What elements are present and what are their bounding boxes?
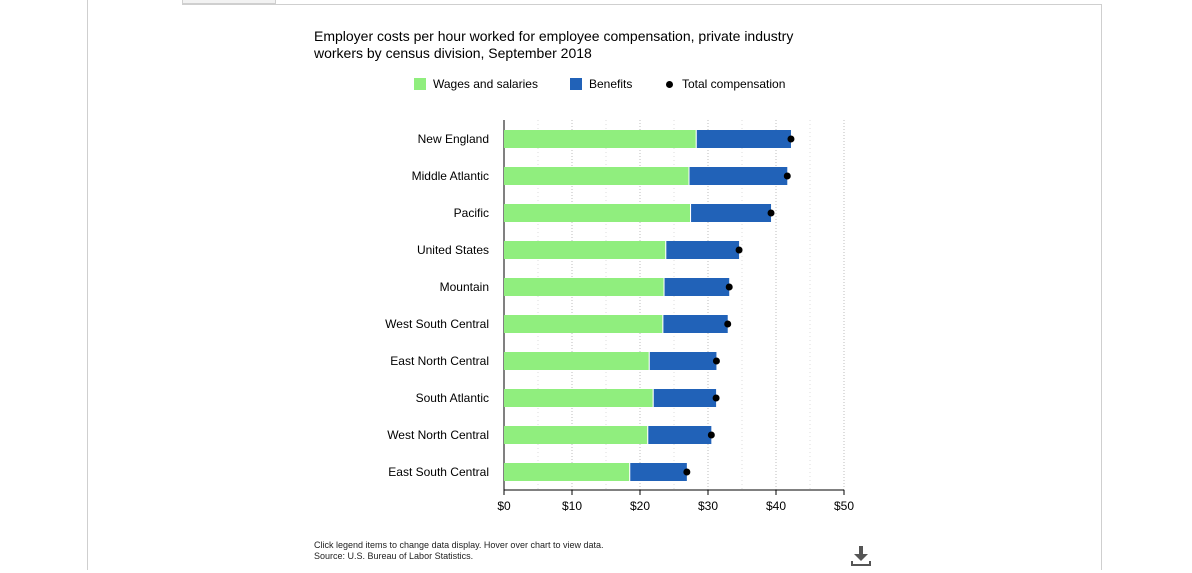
category-label: East South Central [388, 465, 489, 479]
bar-benefits[interactable] [666, 241, 740, 259]
category-label: West North Central [387, 428, 489, 442]
bar-wages[interactable] [504, 278, 664, 296]
download-icon-glyph [851, 546, 871, 566]
page-frame-top [182, 4, 1102, 5]
bar-wages[interactable] [504, 167, 689, 185]
bars [504, 130, 795, 481]
bar-benefits[interactable] [649, 352, 717, 370]
legend-marker-total [666, 80, 673, 88]
bar-wages[interactable] [504, 463, 630, 481]
footnote-source: Source: U.S. Bureau of Labor Statistics. [314, 551, 474, 561]
legend-label-benefits: Benefits [589, 77, 633, 91]
total-compensation-marker[interactable] [712, 394, 720, 402]
total-compensation-marker[interactable] [767, 209, 775, 217]
bar-wages[interactable] [504, 241, 666, 259]
total-compensation-marker[interactable] [724, 320, 732, 328]
legend-item-total[interactable]: Total compensation [666, 76, 785, 92]
x-tick-label: $50 [834, 499, 854, 513]
page-frame-left [87, 0, 88, 570]
download-icon[interactable] [849, 544, 873, 568]
category-label: United States [417, 243, 489, 257]
footnote-instructions: Click legend items to change data displa… [314, 540, 604, 550]
category-label: East North Central [390, 354, 489, 368]
category-label: Mountain [440, 280, 489, 294]
total-compensation-marker[interactable] [787, 135, 795, 143]
bar-wages[interactable] [504, 389, 653, 407]
legend-label-wages: Wages and salaries [433, 77, 538, 91]
bar-wages[interactable] [504, 315, 663, 333]
x-tick-label: $20 [630, 499, 650, 513]
x-tick-label: $10 [562, 499, 582, 513]
legend-swatch-benefits [570, 78, 582, 90]
legend-label-total: Total compensation [682, 77, 786, 91]
bar-benefits[interactable] [689, 167, 788, 185]
category-label: West South Central [385, 317, 489, 331]
legend-item-wages[interactable]: Wages and salaries [414, 76, 538, 92]
bar-wages[interactable] [504, 426, 648, 444]
category-labels: New England Middle Atlantic Pacific United … [385, 132, 489, 479]
bar-benefits[interactable] [664, 278, 730, 296]
chart-title: Employer costs per hour worked for emplo… [314, 28, 794, 61]
bar-benefits[interactable] [691, 204, 772, 222]
total-compensation-marker[interactable] [707, 431, 715, 439]
total-compensation-marker[interactable] [725, 283, 733, 291]
page-frame-right [1101, 4, 1102, 570]
bar-benefits[interactable] [663, 315, 728, 333]
total-compensation-marker[interactable] [783, 172, 791, 180]
category-label: South Atlantic [416, 391, 489, 405]
category-label: Pacific [454, 206, 489, 220]
bar-wages[interactable] [504, 204, 691, 222]
bar-wages[interactable] [504, 130, 696, 148]
category-label: New England [418, 132, 489, 146]
bar-benefits[interactable] [696, 130, 791, 148]
bar-benefits[interactable] [653, 389, 717, 407]
chart-footnote: Click legend items to change data displa… [314, 540, 603, 562]
total-compensation-marker[interactable] [712, 357, 720, 365]
legend-item-benefits[interactable]: Benefits [570, 76, 632, 92]
bar-wages[interactable] [504, 352, 649, 370]
x-tick-label: $40 [766, 499, 786, 513]
x-tick-label: $30 [698, 499, 718, 513]
bar-benefits[interactable] [648, 426, 712, 444]
tab-stub[interactable] [182, 0, 276, 4]
x-tick-label: $0 [497, 499, 511, 513]
total-compensation-marker[interactable] [735, 246, 743, 254]
category-label: Middle Atlantic [412, 169, 489, 183]
total-compensation-marker[interactable] [683, 468, 691, 476]
bar-benefits[interactable] [630, 463, 687, 481]
legend-swatch-wages [414, 78, 426, 90]
x-axis-ticks: $0 $10 $20 $30 $40 $50 [497, 490, 854, 513]
